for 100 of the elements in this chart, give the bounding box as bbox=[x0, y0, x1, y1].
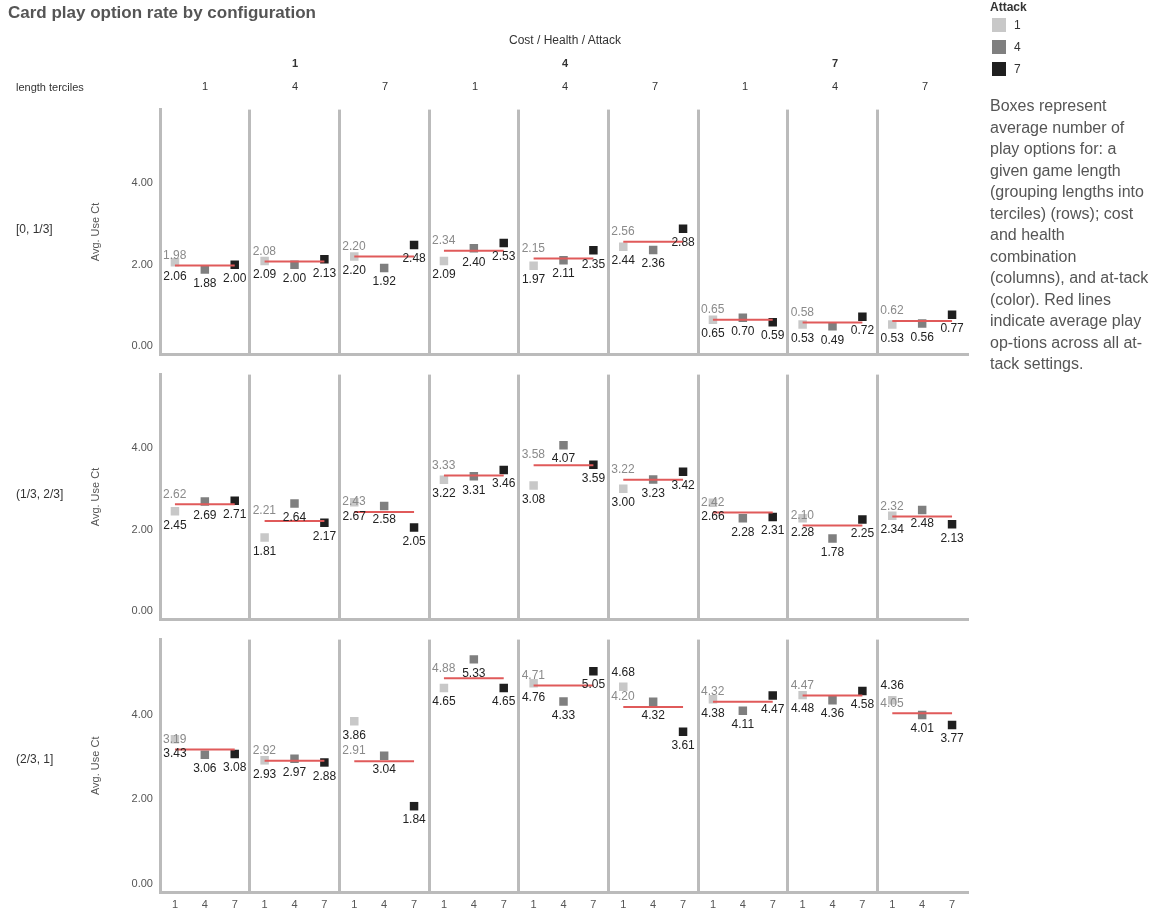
data-label: 2.42 bbox=[701, 494, 725, 509]
data-label: 0.77 bbox=[940, 321, 965, 336]
data-label: 1.84 bbox=[402, 812, 427, 827]
x-tick-label: 4 bbox=[650, 897, 657, 910]
x-tick-label: 7 bbox=[590, 897, 597, 910]
data-label: 2.28 bbox=[790, 524, 815, 539]
data-label: 2.05 bbox=[402, 533, 427, 548]
data-label: 2.20 bbox=[342, 262, 367, 277]
data-label: 2.11 bbox=[552, 266, 576, 281]
point bbox=[499, 683, 508, 693]
data-label: 2.13 bbox=[312, 265, 337, 280]
y-axis-title: Avg. Use Ct bbox=[88, 202, 101, 262]
data-label: 4.48 bbox=[790, 701, 815, 716]
y-tick-label: 0.00 bbox=[131, 876, 153, 889]
text: 7 bbox=[920, 80, 930, 92]
data-label: 0.58 bbox=[790, 304, 815, 319]
data-label: 2.17 bbox=[312, 529, 337, 544]
data-label: 1.88 bbox=[193, 275, 217, 290]
data-label: 2.58 bbox=[372, 512, 397, 527]
text: 1 bbox=[290, 57, 300, 69]
data-label: 4.32 bbox=[701, 684, 725, 699]
data-label: 4.76 bbox=[521, 689, 546, 704]
data-label: 2.91 bbox=[342, 743, 367, 758]
data-label: 2.40 bbox=[462, 254, 486, 269]
y-tick-label: 4.00 bbox=[131, 441, 153, 454]
point bbox=[768, 691, 777, 700]
text: Card play option rate by configuration bbox=[8, 3, 316, 23]
data-label: 2.48 bbox=[910, 516, 935, 531]
point bbox=[619, 682, 628, 691]
data-label: 2.09 bbox=[432, 267, 456, 282]
data-label: 2.31 bbox=[761, 523, 785, 538]
data-label: 0.65 bbox=[701, 302, 725, 317]
point bbox=[529, 679, 538, 688]
data-label: 4.20 bbox=[611, 689, 636, 704]
text: (1/3, 2/3] bbox=[16, 487, 64, 501]
data-label: 2.34 bbox=[432, 233, 456, 248]
point bbox=[619, 484, 628, 494]
x-tick-label: 7 bbox=[410, 897, 418, 910]
point bbox=[678, 224, 688, 233]
data-label: 2.88 bbox=[312, 768, 337, 783]
data-label: 1.98 bbox=[163, 247, 187, 262]
y-tick-label: 2.00 bbox=[131, 792, 153, 805]
data-label: 4.88 bbox=[432, 660, 456, 675]
data-label: 2.28 bbox=[731, 524, 755, 539]
point bbox=[559, 697, 568, 706]
data-label: 2.66 bbox=[701, 509, 725, 524]
data-label: 2.36 bbox=[641, 256, 666, 271]
data-label: 2.06 bbox=[163, 268, 187, 283]
data-label: 2.69 bbox=[193, 507, 217, 522]
text: Cost / Health / Attack bbox=[507, 33, 623, 47]
data-label: 3.23 bbox=[641, 485, 666, 500]
data-label: 3.06 bbox=[193, 761, 217, 776]
point bbox=[589, 666, 598, 676]
data-label: 2.00 bbox=[223, 270, 247, 285]
data-label: 1.78 bbox=[820, 544, 845, 559]
data-label: 3.42 bbox=[671, 478, 696, 493]
data-label: 2.48 bbox=[402, 251, 427, 266]
point bbox=[499, 465, 508, 475]
data-label: 4.01 bbox=[910, 721, 935, 736]
data-label: 2.32 bbox=[880, 498, 905, 513]
legend-title: Attack bbox=[990, 0, 1027, 14]
x-tick-label: 1 bbox=[261, 897, 268, 910]
data-label: 2.56 bbox=[611, 224, 636, 239]
point bbox=[738, 706, 748, 715]
x-tick-label: 1 bbox=[889, 897, 896, 910]
data-label: 3.19 bbox=[163, 731, 187, 746]
data-label: 2.00 bbox=[282, 270, 307, 285]
data-label: 2.13 bbox=[940, 530, 965, 545]
data-label: 3.22 bbox=[432, 486, 456, 501]
data-label: 4.65 bbox=[432, 694, 456, 709]
x-tick-label: 4 bbox=[470, 897, 477, 910]
x-tick-label: 1 bbox=[171, 897, 179, 910]
data-label: 3.61 bbox=[671, 738, 696, 753]
data-label: 1.92 bbox=[372, 274, 397, 289]
data-label: 2.67 bbox=[342, 508, 367, 523]
x-tick-label: 1 bbox=[799, 897, 806, 910]
data-label: 4.65 bbox=[492, 694, 516, 709]
x-tick-label: 4 bbox=[560, 897, 567, 910]
point bbox=[947, 520, 957, 529]
data-label: 2.92 bbox=[252, 743, 277, 758]
x-tick-label: 7 bbox=[321, 897, 328, 910]
point bbox=[409, 523, 419, 532]
data-label: 3.04 bbox=[372, 762, 397, 777]
x-tick-label: 1 bbox=[351, 897, 358, 910]
point bbox=[290, 499, 299, 508]
data-label: 0.56 bbox=[910, 329, 935, 344]
point bbox=[858, 515, 867, 524]
data-label: 2.21 bbox=[252, 503, 277, 518]
y-tick-label: 4.00 bbox=[131, 176, 153, 189]
text: 7 bbox=[380, 80, 390, 92]
data-label: 3.00 bbox=[611, 495, 636, 510]
data-label: 2.34 bbox=[880, 522, 905, 537]
point bbox=[798, 320, 807, 329]
data-label: 2.15 bbox=[521, 240, 546, 255]
text: 1 bbox=[470, 80, 480, 92]
point bbox=[678, 467, 688, 476]
point bbox=[350, 716, 359, 726]
data-label: 5.33 bbox=[462, 665, 486, 680]
data-label: 4.71 bbox=[521, 667, 546, 682]
x-tick-label: 4 bbox=[201, 897, 208, 910]
